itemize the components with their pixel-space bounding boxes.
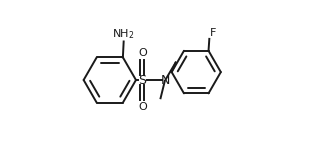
Text: NH$_2$: NH$_2$	[113, 27, 135, 41]
Text: S: S	[138, 73, 146, 87]
Text: F: F	[210, 28, 216, 38]
Text: N: N	[161, 73, 170, 87]
Text: O: O	[138, 102, 147, 112]
Text: O: O	[138, 48, 147, 58]
